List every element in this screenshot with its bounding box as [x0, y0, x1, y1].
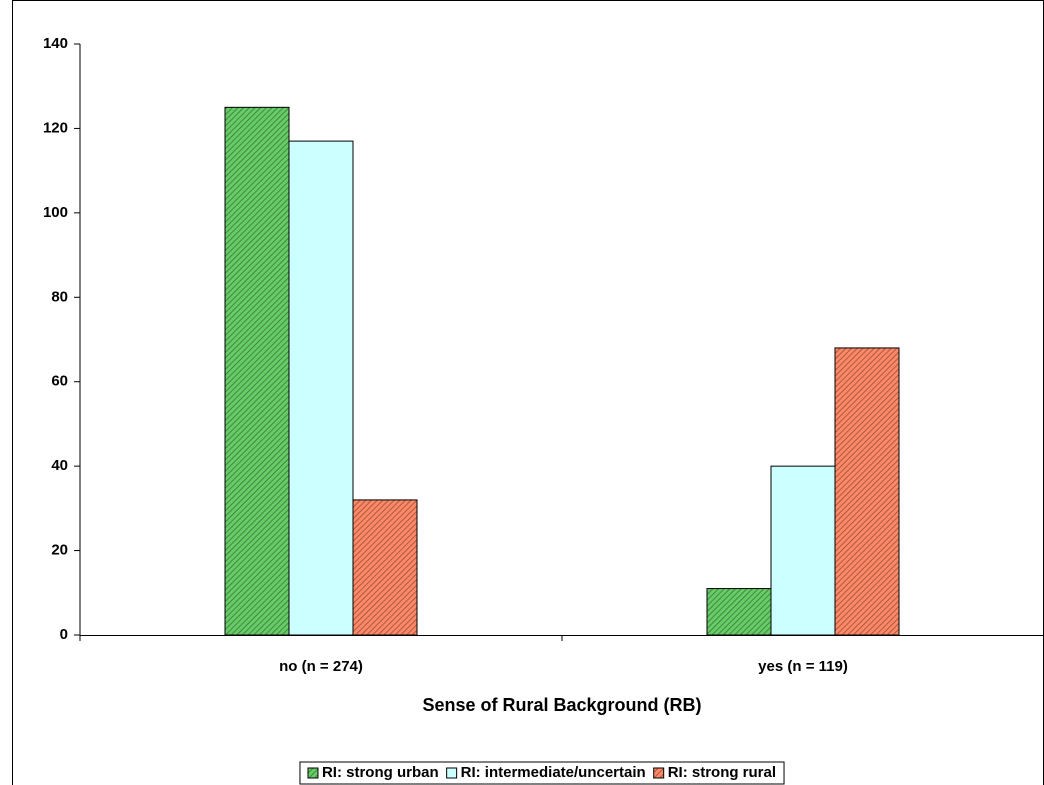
legend-label: RI: strong urban [322, 764, 439, 781]
y-tick-label: 140 [43, 35, 68, 52]
legend-label: RI: intermediate/uncertain [461, 764, 646, 781]
y-tick-label: 120 [43, 119, 68, 136]
legend-label: RI: strong rural [668, 764, 776, 781]
y-tick-label: 0 [60, 626, 68, 643]
y-tick-label: 100 [43, 204, 68, 221]
bar [288, 140, 354, 636]
legend: RI: strong urban RI: intermediate/uncerta… [299, 761, 785, 785]
bar [770, 465, 836, 636]
y-tick-label: 20 [51, 542, 68, 559]
bar [706, 588, 772, 636]
bar [352, 499, 418, 636]
y-tick-label: 40 [51, 457, 68, 474]
x-tick-label: yes (n = 119) [758, 658, 848, 675]
y-tick-label: 60 [51, 373, 68, 390]
bar [834, 347, 900, 636]
x-axis-label: Sense of Rural Background (RB) [422, 695, 701, 715]
x-tick-label: no (n = 274) [279, 658, 363, 675]
bar [224, 106, 290, 636]
legend-swatch [446, 767, 458, 779]
y-tick-label: 80 [51, 288, 68, 305]
legend-swatch [307, 767, 319, 779]
legend-swatch [653, 767, 665, 779]
